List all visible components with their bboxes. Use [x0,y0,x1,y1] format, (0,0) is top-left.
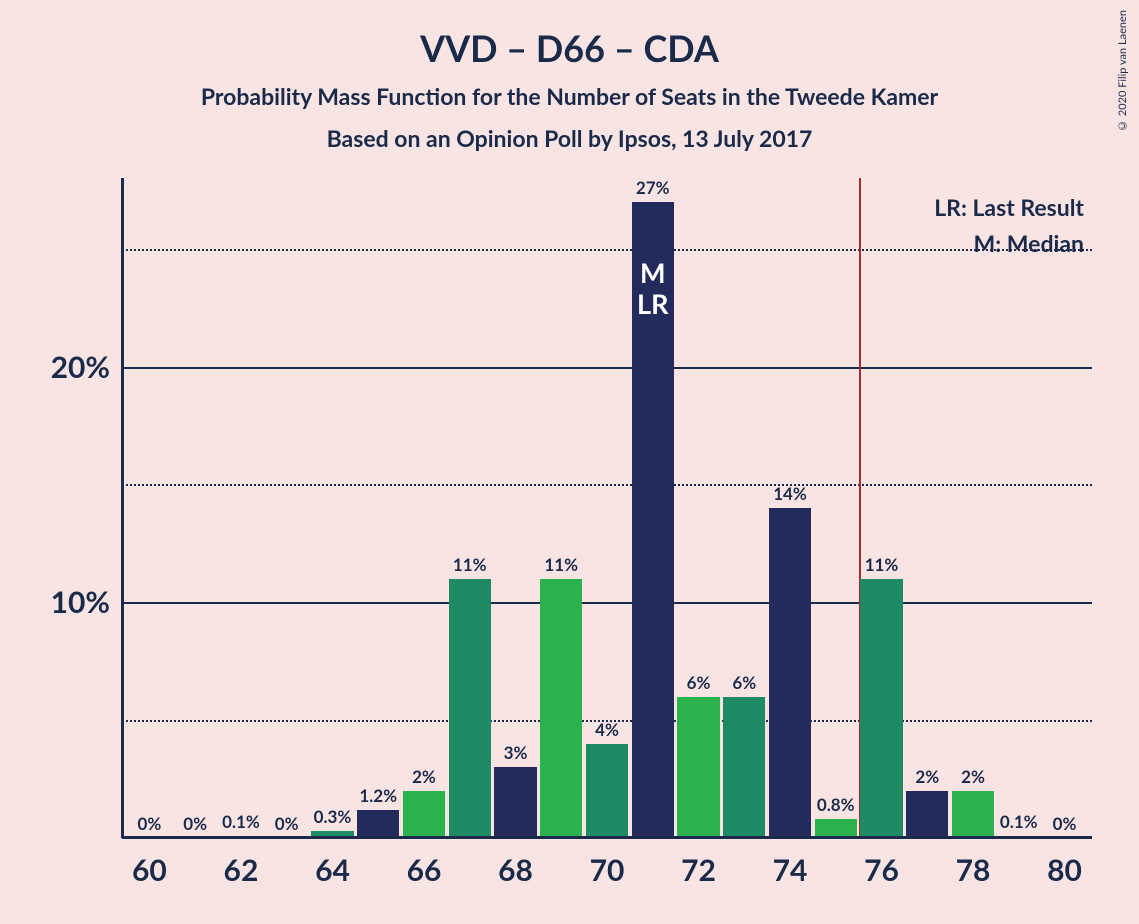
bar: 27%MLR [632,202,674,838]
chart-title: VVD – D66 – CDA [0,26,1139,70]
copyright-text: © 2020 Filip van Laenen [1116,10,1129,132]
bar-value-label: 0.3% [314,806,352,827]
plot-area: 10%20%0%0%0.1%0%0.3%1.2%2%11%3%11%4%27%M… [122,178,1092,838]
xtick-label: 60 [132,852,167,888]
legend: LR: Last ResultM: Median [934,190,1084,261]
y-axis [121,178,124,838]
chart-subtitle-2: Based on an Opinion Poll by Ipsos, 13 Ju… [0,124,1139,152]
bar-value-label: 0.8% [817,794,855,815]
bar-value-label: 2% [915,766,939,787]
bar-value-label: 2% [961,766,985,787]
bar-value-label: 0.1% [1000,811,1038,832]
xtick-label: 70 [590,852,625,888]
bar-value-label: 6% [732,672,756,693]
grid-minor [122,484,1092,486]
bar-value-label: 4% [595,719,619,740]
bar-value-label: 1.2% [359,785,397,806]
bar: 3% [494,767,536,838]
bar-value-label: 0% [275,813,299,834]
ytick-label: 10% [51,584,110,620]
xtick-label: 66 [407,852,442,888]
bar-value-label: 3% [504,742,528,763]
bar: 6% [677,697,719,838]
xtick-label: 74 [773,852,808,888]
bar: 11% [860,579,902,838]
xtick-label: 68 [498,852,533,888]
bar-annotation: MLR [637,257,668,319]
bar-value-label: 0% [183,813,207,834]
xtick-label: 62 [224,852,259,888]
grid-major [122,367,1092,369]
xtick-label: 76 [864,852,899,888]
bar-value-label: 14% [773,483,807,504]
bar-value-label: 0% [138,813,162,834]
bar-value-label: 27% [636,177,670,198]
pmf-bar-chart: 10%20%0%0%0.1%0%0.3%1.2%2%11%3%11%4%27%M… [122,178,1092,838]
bar: 2% [906,791,948,838]
bar: 6% [723,697,765,838]
xtick-label: 80 [1047,852,1082,888]
bar: 11% [540,579,582,838]
bar: 1.2% [357,810,399,838]
bar-value-label: 11% [544,554,578,575]
legend-line: M: Median [934,226,1084,262]
xtick-label: 72 [681,852,716,888]
bar-value-label: 0% [1053,813,1077,834]
bar-value-label: 0.1% [222,811,260,832]
xtick-label: 64 [315,852,350,888]
bar: 11% [449,579,491,838]
bar-value-label: 11% [453,554,487,575]
ytick-label: 20% [51,349,110,385]
bar: 2% [952,791,994,838]
bar-value-label: 11% [865,554,899,575]
bar: 2% [403,791,445,838]
bar-value-label: 2% [412,766,436,787]
xtick-label: 78 [956,852,991,888]
x-axis [122,836,1092,839]
bar: 14% [769,508,811,838]
bar-value-label: 6% [687,672,711,693]
legend-line: LR: Last Result [934,190,1084,226]
chart-subtitle-1: Probability Mass Function for the Number… [0,82,1139,110]
bar: 4% [586,744,628,838]
grid-major [122,602,1092,604]
